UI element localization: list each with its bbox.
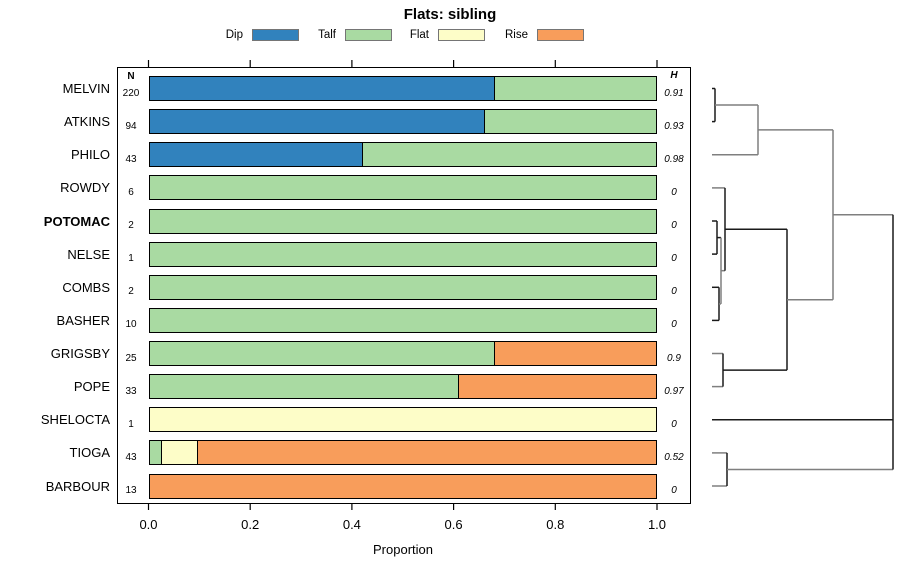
x-axis-title: Proportion <box>373 542 433 557</box>
bar-segment-talf <box>493 77 656 100</box>
stacked-bar-shelocta <box>148 407 657 433</box>
bar-segment-flat <box>149 408 656 432</box>
category-label-philo: PHILO <box>70 147 110 163</box>
bar-segment-dip <box>149 77 494 100</box>
h-value: 0 <box>671 418 677 430</box>
bar-segment-dip <box>149 143 363 167</box>
n-value: 10 <box>125 319 137 331</box>
n-value: 220 <box>122 87 140 99</box>
category-label-basher: BASHER <box>56 312 110 328</box>
bar-segment-rise <box>196 441 656 465</box>
h-value: 0 <box>671 485 677 496</box>
category-label-pope: POPE <box>73 379 110 395</box>
n-value: 25 <box>125 352 137 364</box>
stacked-bar-basher <box>148 307 657 333</box>
bar-segment-talf <box>362 143 656 167</box>
h-column-header: H <box>670 70 678 81</box>
bar-segment-talf <box>149 242 656 266</box>
stacked-bar-melvin <box>148 76 657 101</box>
x-tick-label: 0.8 <box>546 517 565 532</box>
bar-segment-rise <box>493 342 656 365</box>
n-value: 33 <box>125 385 137 397</box>
n-value: 43 <box>125 451 137 463</box>
category-label-barbour: BARBOUR <box>45 478 110 494</box>
legend-swatch <box>537 28 584 41</box>
bar-segment-talf <box>149 441 162 465</box>
bar-segment-rise <box>149 474 656 498</box>
n-value: 6 <box>128 186 134 198</box>
stacked-bar-potomac <box>148 208 657 234</box>
category-label-rowdy: ROWDY <box>60 180 110 196</box>
stacked-bar-atkins <box>148 109 657 135</box>
category-label-grigsby: GRIGSBY <box>50 346 110 361</box>
category-label-potomac: POTOMAC <box>43 213 110 229</box>
h-value: 0.97 <box>664 385 684 397</box>
stacked-bar-tioga <box>148 440 657 466</box>
bar-segment-talf <box>483 110 656 134</box>
n-value: 1 <box>128 418 134 430</box>
category-label-combs: COMBS <box>62 279 110 295</box>
stacked-bar-nelse <box>148 241 657 267</box>
x-tick-label: 0.6 <box>444 517 463 532</box>
h-value: 0.52 <box>664 451 684 463</box>
bar-segment-talf <box>149 342 494 365</box>
bar-segment-talf <box>149 275 656 299</box>
x-tick-label: 0.2 <box>241 517 260 532</box>
bar-segment-talf <box>149 308 656 332</box>
stacked-bar-rowdy <box>148 175 657 201</box>
bar-segment-dip <box>149 110 484 134</box>
bar-segment-talf <box>149 176 656 200</box>
bar-segment-talf <box>149 209 656 233</box>
h-value: 0.98 <box>664 153 684 165</box>
n-value: 2 <box>128 220 134 231</box>
category-label-melvin: MELVIN <box>62 81 110 96</box>
legend-swatch <box>345 28 392 41</box>
legend-swatch <box>438 28 485 41</box>
legend-item-talf: Talf <box>276 27 392 42</box>
legend-label: Flat <box>409 28 429 41</box>
n-column-header: N <box>127 71 135 82</box>
legend-label: Dip <box>225 28 243 41</box>
bar-segment-talf <box>149 375 459 399</box>
legend-label: Talf <box>318 28 336 41</box>
chart-title: Flats: sibling <box>403 6 497 23</box>
h-value: 0.93 <box>664 120 684 132</box>
legend-item-rise: Rise <box>468 27 584 42</box>
legend-item-dip: Dip <box>183 27 299 42</box>
legend-label: Rise <box>504 28 528 41</box>
category-label-tioga: TIOGA <box>69 445 110 461</box>
h-value: 0.91 <box>664 87 684 99</box>
n-value: 2 <box>128 286 134 298</box>
x-tick-label: 0.4 <box>342 517 361 532</box>
h-value: 0 <box>671 253 677 265</box>
h-value: 0.9 <box>667 352 681 364</box>
bar-segment-flat <box>161 441 197 465</box>
category-label-shelocta: SHELOCTA <box>40 412 110 428</box>
category-label-nelse: NELSE <box>67 246 110 262</box>
n-value: 94 <box>125 120 137 132</box>
legend-swatch <box>252 28 299 41</box>
x-tick-label: 1.0 <box>647 517 667 532</box>
stacked-bar-pope <box>148 374 657 400</box>
h-value: 0 <box>671 319 677 331</box>
n-value: 43 <box>125 153 137 165</box>
bar-segment-rise <box>458 375 656 399</box>
stacked-bar-combs <box>148 274 657 300</box>
n-value: 1 <box>128 253 134 265</box>
legend-item-flat: Flat <box>369 27 485 42</box>
stacked-bar-grigsby <box>148 341 657 366</box>
h-value: 0 <box>671 186 677 198</box>
category-label-atkins: ATKINS <box>64 114 110 130</box>
h-value: 0 <box>671 286 677 298</box>
x-tick-label: 0.0 <box>139 517 158 532</box>
n-value: 13 <box>125 485 137 496</box>
stacked-bar-philo <box>148 142 657 168</box>
stacked-bar-barbour <box>148 473 657 499</box>
plot-panel <box>117 67 691 504</box>
h-value: 0 <box>671 220 677 231</box>
